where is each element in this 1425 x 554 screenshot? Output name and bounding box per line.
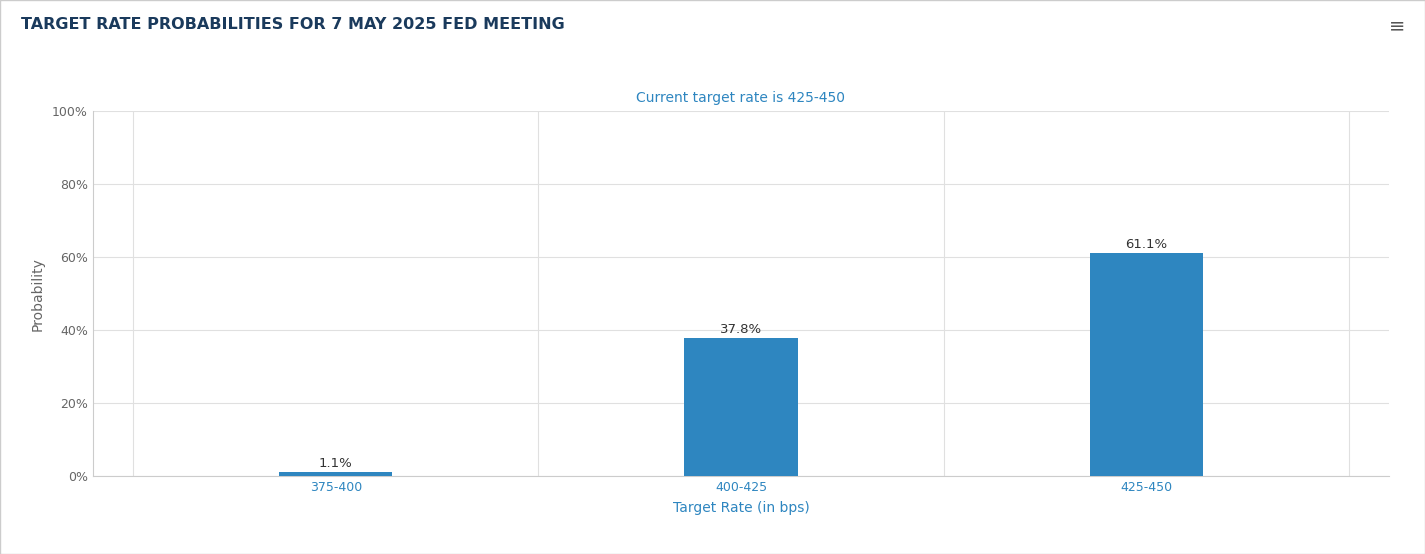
Bar bbox=[279, 473, 392, 476]
Text: 61.1%: 61.1% bbox=[1126, 238, 1167, 251]
X-axis label: Target Rate (in bps): Target Rate (in bps) bbox=[673, 501, 809, 515]
Bar bbox=[1090, 253, 1203, 476]
Text: TARGET RATE PROBABILITIES FOR 7 MAY 2025 FED MEETING: TARGET RATE PROBABILITIES FOR 7 MAY 2025… bbox=[21, 17, 566, 32]
Text: ≡: ≡ bbox=[1389, 17, 1405, 35]
Bar bbox=[684, 338, 798, 476]
Text: 1.1%: 1.1% bbox=[319, 457, 352, 470]
Title: Current target rate is 425-450: Current target rate is 425-450 bbox=[637, 91, 845, 105]
Text: 37.8%: 37.8% bbox=[720, 323, 762, 336]
Y-axis label: Probability: Probability bbox=[31, 257, 46, 331]
